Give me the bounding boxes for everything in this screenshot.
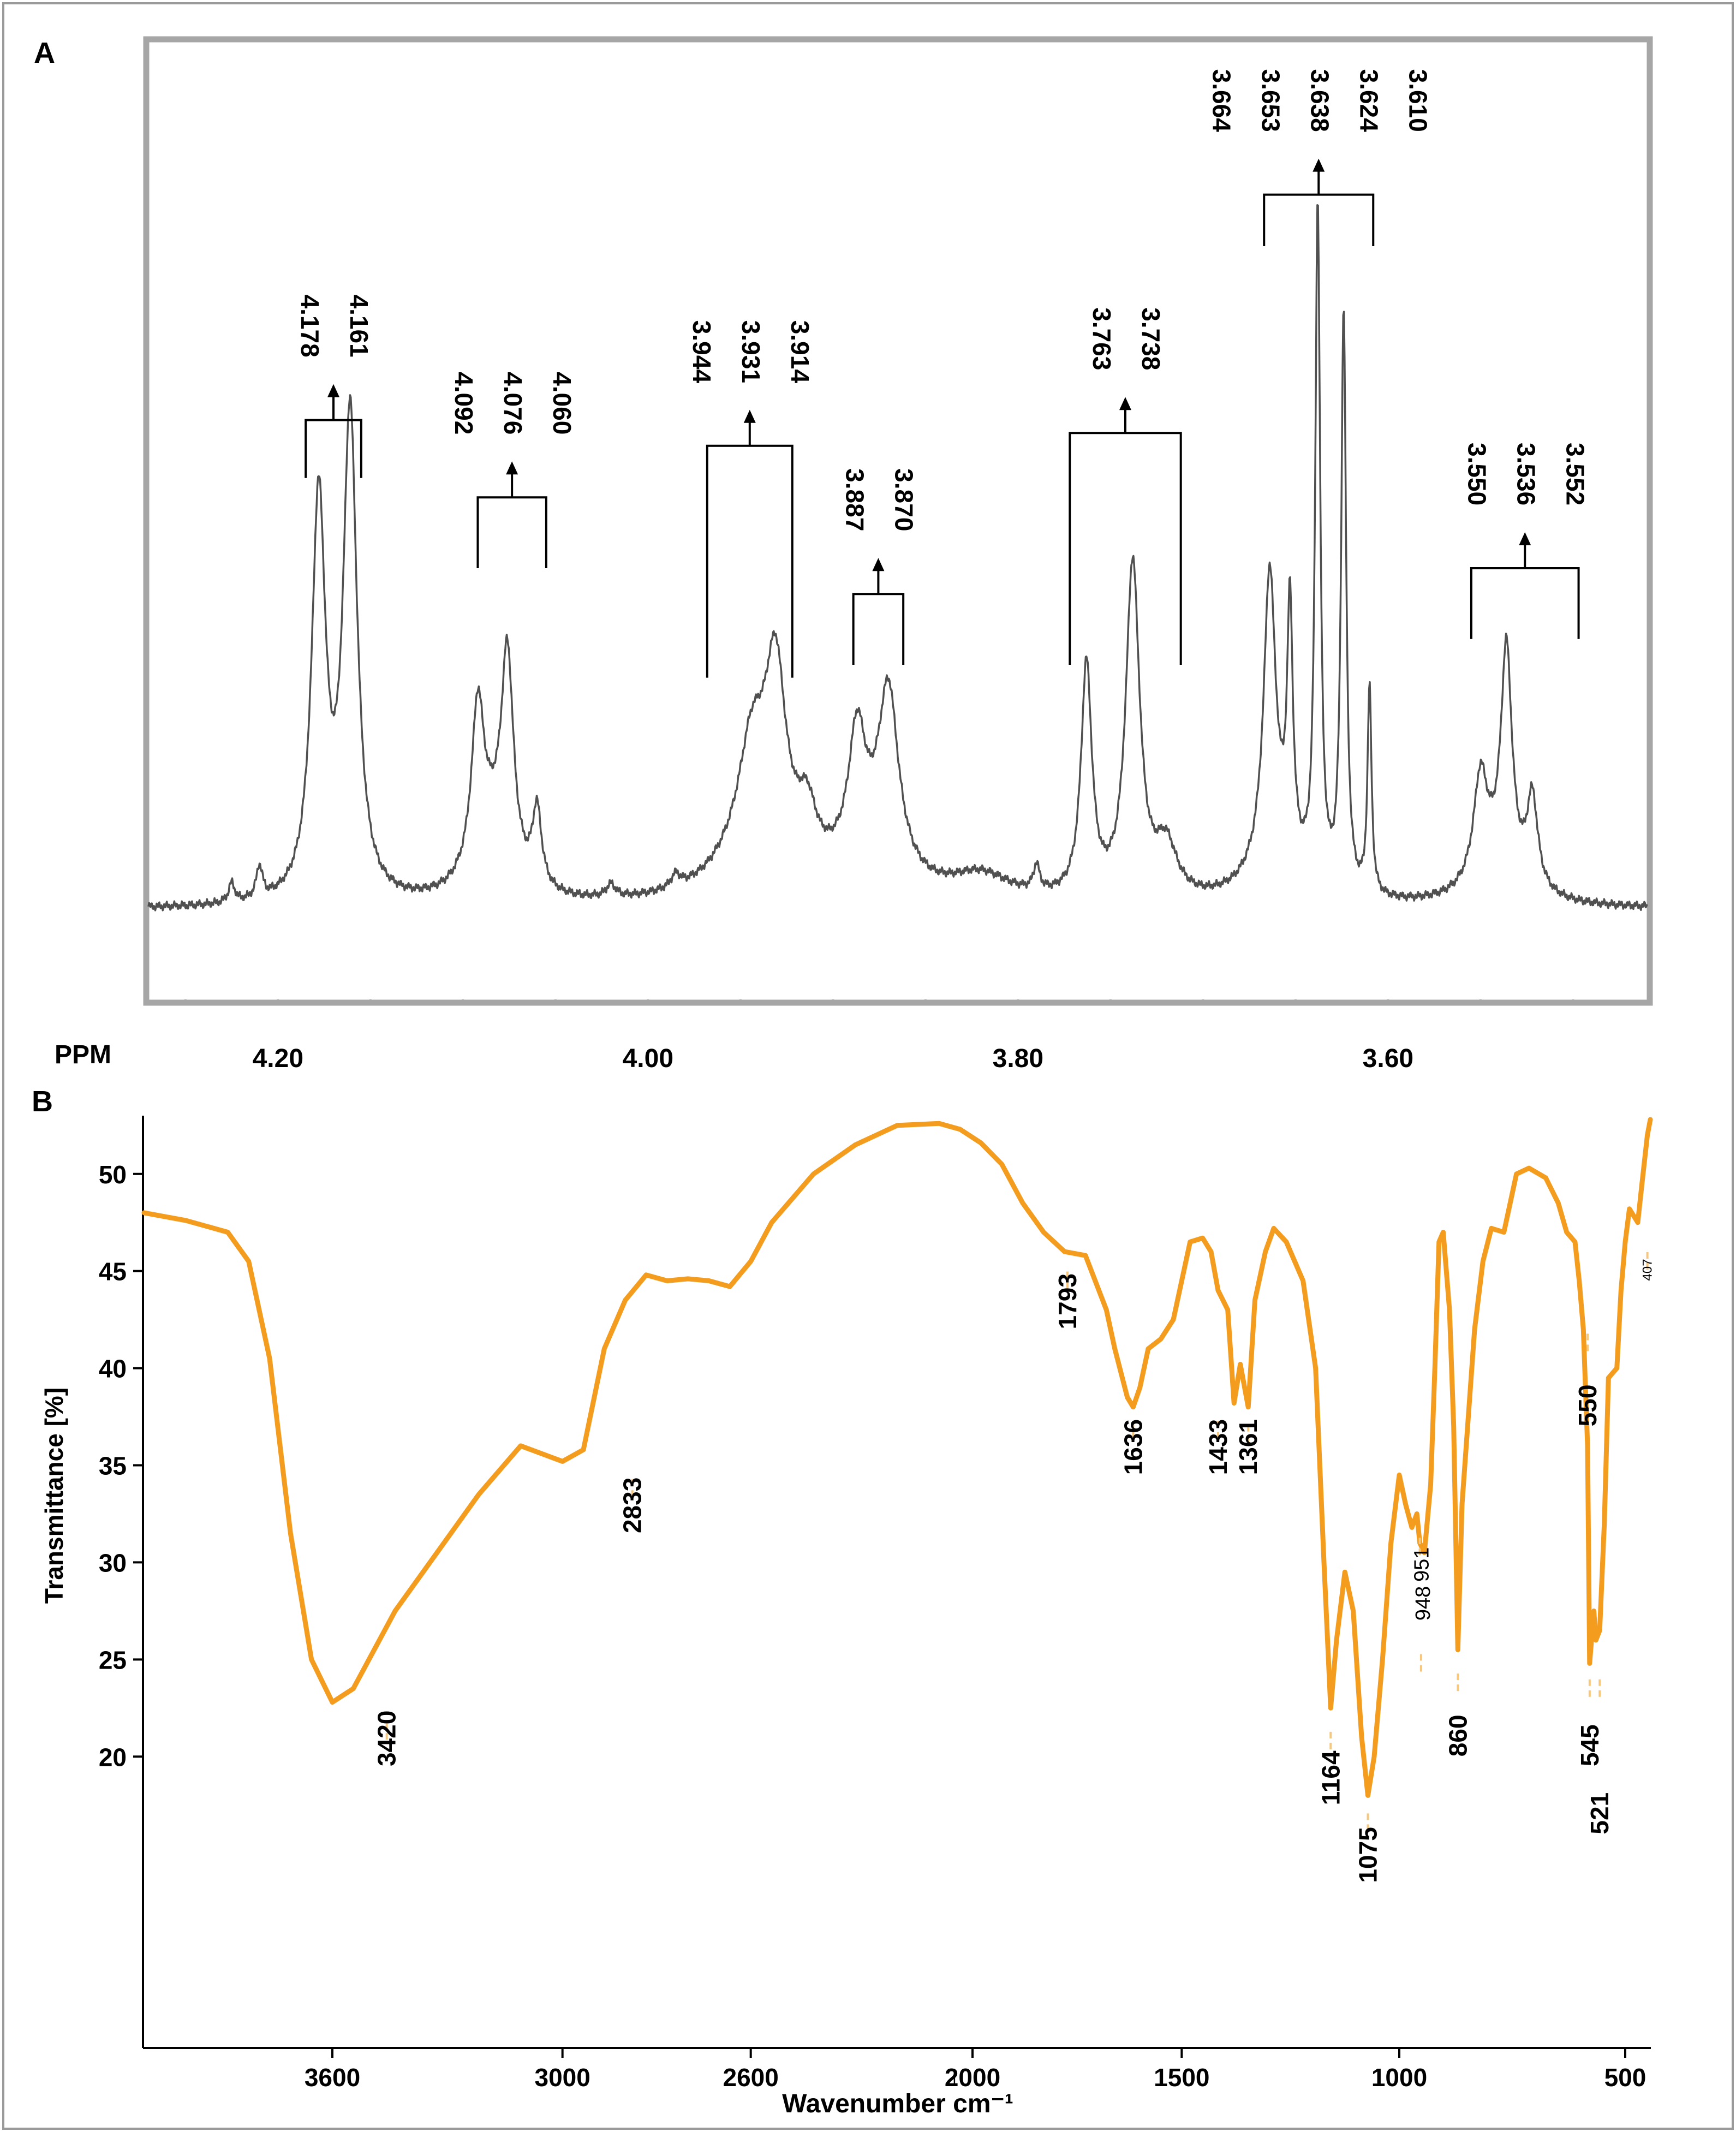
ppm-label: 3.550 bbox=[1463, 443, 1491, 505]
panel-a-peak-annotations: 4.178 4.161 4.092 4.076 4.060 3.944 3.931 3.914… bbox=[296, 69, 1589, 678]
arrow-head bbox=[1519, 532, 1531, 545]
peak-label: 1361 bbox=[1234, 1419, 1262, 1475]
ppm-label: 3.887 bbox=[840, 468, 869, 531]
panel-a-x-ticks bbox=[184, 999, 1574, 1005]
peak-annotation: 3.664 3.653 3.638 3.624 3.610 bbox=[1207, 69, 1432, 246]
ppm-label: 4.060 bbox=[548, 372, 576, 434]
peak-label: 3420 bbox=[373, 1711, 401, 1766]
peak-label: 545 bbox=[1576, 1724, 1604, 1766]
x-tick-label: 4.00 bbox=[623, 1044, 673, 1073]
peak-annotation: 3.944 3.931 3.914 bbox=[688, 320, 814, 678]
peak-annotation: 3.550 3.536 3.552 bbox=[1463, 443, 1589, 639]
ppm-label: 4.092 bbox=[450, 372, 478, 434]
x-tick-label: 500 bbox=[1604, 2063, 1646, 2092]
x-tick-label: 1000 bbox=[1371, 2063, 1427, 2092]
ppm-label: 3.552 bbox=[1561, 443, 1589, 505]
y-tick-label: 45 bbox=[99, 1258, 127, 1286]
peak-label: 2833 bbox=[618, 1478, 647, 1533]
x-tick-label: 1500 bbox=[1154, 2063, 1209, 2092]
ppm-label: 3.638 bbox=[1305, 69, 1334, 132]
peak-label: 407 bbox=[1640, 1259, 1655, 1281]
x-tick-label: 4.20 bbox=[253, 1044, 303, 1073]
y-tick-label: 40 bbox=[99, 1355, 127, 1383]
x-tick-label: 3.80 bbox=[993, 1044, 1043, 1073]
ppm-label: 4.178 bbox=[296, 295, 324, 358]
x-tick-label: 3.60 bbox=[1363, 1044, 1413, 1073]
peak-label: 1636 bbox=[1119, 1419, 1147, 1475]
panel-b: B 20 25 30 35 40 45 50 3600 3000 2600 2000 1500 100… bbox=[32, 1085, 1655, 2118]
ppm-label: 3.763 bbox=[1088, 307, 1116, 370]
ppm-label: 4.076 bbox=[499, 372, 527, 434]
arrow-head bbox=[1119, 397, 1131, 410]
peak-label: 550 bbox=[1573, 1385, 1602, 1427]
ppm-label: 3.664 bbox=[1207, 69, 1236, 133]
peak-annotation: 4.092 4.076 4.060 bbox=[450, 372, 576, 568]
bracket bbox=[1069, 432, 1182, 665]
panel-b-label: B bbox=[32, 1085, 53, 1118]
peak-label: 860 bbox=[1443, 1715, 1472, 1757]
ppm-label: 3.624 bbox=[1355, 69, 1383, 133]
peak-label: 1433 bbox=[1204, 1419, 1232, 1475]
panel-a-x-tick-labels: 4.20 4.00 3.80 3.60 bbox=[253, 1044, 1413, 1073]
y-tick-label: 35 bbox=[99, 1452, 127, 1480]
peak-annotation: 4.178 4.161 bbox=[296, 295, 373, 478]
ppm-label: 3.870 bbox=[890, 468, 918, 531]
peak-label: 948 bbox=[1412, 1586, 1435, 1621]
ppm-label: 3.914 bbox=[786, 320, 814, 384]
panel-b-x-axis-label: Wavenumber cm⁻¹ bbox=[782, 2089, 1013, 2118]
stray-mark: ¦ bbox=[952, 2067, 957, 2085]
x-tick-label: 2000 bbox=[945, 2063, 1000, 2092]
ppm-label: 3.653 bbox=[1256, 69, 1285, 132]
ppm-label: 4.161 bbox=[345, 295, 373, 358]
peak-annotation: 3.887 3.870 bbox=[840, 468, 918, 665]
peak-label: 951 bbox=[1411, 1547, 1434, 1582]
y-tick-label: 30 bbox=[99, 1549, 127, 1577]
x-tick-label: 3000 bbox=[534, 2063, 590, 2092]
ftir-spectrum-line bbox=[141, 1117, 1653, 1798]
y-tick-label: 25 bbox=[99, 1646, 127, 1674]
ppm-label: 3.536 bbox=[1512, 443, 1540, 505]
ppm-label: 3.944 bbox=[688, 320, 716, 384]
x-tick-label: 2600 bbox=[723, 2063, 778, 2092]
panel-b-peak-labels: 3420 2833 1793 1636 1433 1361 1164 1075 951 948 86… bbox=[373, 1252, 1655, 1883]
bracket bbox=[706, 444, 794, 678]
peak-label: 1793 bbox=[1053, 1273, 1082, 1329]
arrow-head bbox=[743, 409, 756, 423]
panel-a-x-axis-label: PPM bbox=[55, 1040, 111, 1069]
ppm-label: 3.931 bbox=[737, 320, 765, 383]
panel-b-x-ticks: 3600 3000 2600 2000 1500 1000 500 bbox=[305, 2048, 1646, 2092]
nmr-spectrum-line bbox=[147, 204, 1648, 912]
y-tick-label: 50 bbox=[99, 1160, 127, 1189]
arrow-head bbox=[872, 558, 885, 571]
peak-annotation: 3.763 3.738 bbox=[1069, 307, 1182, 665]
peak-label: 521 bbox=[1585, 1792, 1614, 1835]
ppm-label: 3.738 bbox=[1137, 307, 1165, 370]
panel-a-frame bbox=[143, 36, 1653, 1006]
bracket bbox=[1470, 567, 1580, 639]
arrow-head bbox=[327, 384, 340, 397]
arrow-head bbox=[1313, 158, 1325, 172]
peak-label: 1164 bbox=[1316, 1750, 1345, 1805]
bracket bbox=[476, 496, 547, 568]
x-tick-label: 3600 bbox=[305, 2063, 360, 2092]
arrow-head bbox=[506, 461, 518, 475]
panel-a-label: A bbox=[34, 37, 55, 69]
y-tick-label: 20 bbox=[99, 1743, 127, 1771]
peak-label: 1075 bbox=[1354, 1827, 1382, 1883]
panel-b-y-axis-label: Transmittance [%] bbox=[40, 1387, 68, 1604]
bracket bbox=[852, 593, 905, 665]
ppm-label: 3.610 bbox=[1404, 69, 1432, 132]
panel-b-y-ticks: 20 25 30 35 40 45 50 bbox=[99, 1160, 143, 1771]
